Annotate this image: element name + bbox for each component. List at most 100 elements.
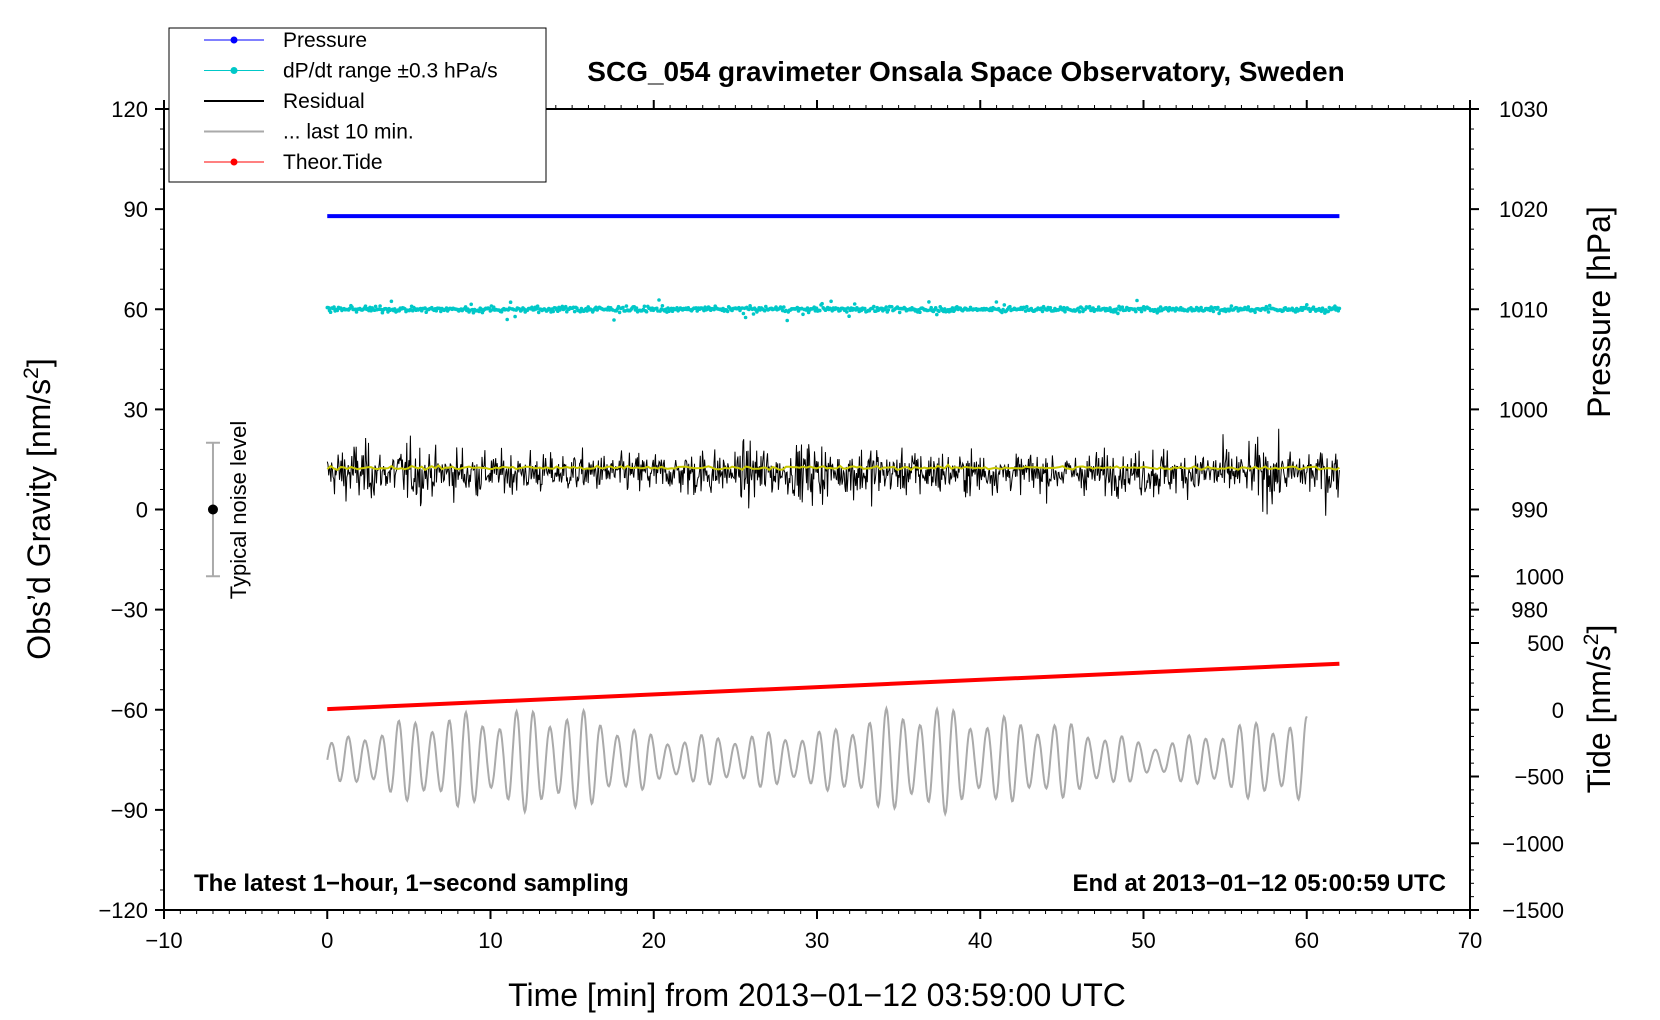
x-tick-label: 50: [1131, 928, 1155, 953]
dpdt-point: [530, 305, 534, 310]
y-axis-title-pressure: Pressure [hPa]: [1581, 206, 1617, 418]
dpdt-point: [937, 309, 941, 314]
dpdt-point: [563, 304, 568, 309]
dpdt-point: [942, 307, 947, 311]
dpdt-point: [617, 310, 622, 315]
annotation-end-time: End at 2013−01−12 05:00:59 UTC: [1072, 870, 1446, 897]
y-axis-title-gravity-main: Obs’d Gravity [nm/s: [21, 379, 57, 660]
dpdt-point: [1265, 306, 1270, 311]
residual-line: [326, 428, 1340, 516]
legend-label: Residual: [283, 90, 365, 113]
y-axis-title-tide-end: ]: [1581, 625, 1617, 634]
dpdt-point: [933, 306, 938, 310]
x-tick-label: 10: [478, 928, 502, 953]
dpdt-point: [505, 317, 510, 322]
dpdt-point: [1002, 303, 1007, 307]
noise-level-label: Typical noise level: [226, 421, 251, 600]
y-tick-label: −120: [98, 898, 148, 923]
dpdt-point: [644, 309, 649, 314]
y-axis-title-tide-main: Tide [nm/s: [1581, 645, 1617, 793]
dpdt-point: [424, 310, 429, 315]
tide-line: [327, 661, 1340, 712]
pressure-tick-label: 1000: [1499, 397, 1548, 422]
dpdt-point: [1217, 311, 1221, 316]
dpdt-point: [642, 304, 647, 309]
dpdt-point: [820, 301, 824, 306]
y-axis-title-gravity-end: ]: [21, 358, 57, 367]
dpdt-point: [1305, 303, 1309, 307]
dpdt-point: [535, 304, 540, 309]
dpdt-point: [1120, 305, 1125, 310]
dpdt-point: [1134, 309, 1138, 314]
dpdt-point: [469, 302, 474, 307]
dpdt-point: [354, 310, 359, 314]
dpdt-point: [657, 298, 661, 302]
dpdt-point: [1040, 309, 1045, 314]
dpdt-point: [634, 306, 639, 310]
dpdt-point: [1211, 309, 1216, 314]
dpdt-point: [801, 312, 805, 317]
dpdt-point: [741, 311, 746, 316]
y-tick-label: 120: [111, 97, 148, 122]
dpdt-point: [513, 314, 517, 319]
dpdt-point: [725, 309, 730, 314]
dpdt-point: [847, 314, 851, 319]
dpdt-points: [325, 298, 1342, 323]
dpdt-point: [477, 309, 481, 314]
dpdt-point: [1246, 305, 1251, 309]
dpdt-point: [751, 312, 756, 316]
legend: Pressure dP/dt range ±0.3 hPa/s Residual..…: [168, 27, 547, 183]
dpdt-point: [551, 309, 556, 314]
legend-swatch-dot: [230, 158, 238, 166]
noise-bar-dot: [207, 504, 218, 515]
dpdt-point: [612, 318, 616, 322]
dpdt-point: [935, 312, 939, 317]
dpdt-point: [378, 304, 382, 308]
dpdt-point: [1267, 303, 1272, 308]
dpdt-point: [1114, 307, 1119, 311]
dpdt-point: [392, 307, 397, 311]
dpdt-point: [1229, 304, 1234, 308]
tide-tick-label: −1000: [1502, 831, 1564, 856]
plot-frame: [163, 108, 1471, 911]
dpdt-point: [655, 306, 659, 311]
x-tick-label: 30: [805, 928, 829, 953]
dpdt-point: [743, 315, 748, 320]
y-axis-title-tide: Tide [nm/s2]: [1580, 625, 1617, 794]
dpdt-point: [491, 305, 496, 310]
x-tick-label: 20: [642, 928, 666, 953]
x-tick-label: 0: [321, 928, 333, 953]
dpdt-point: [1063, 309, 1067, 314]
pressure-tick-label: 1030: [1499, 97, 1548, 122]
pressure-tick-label: 1010: [1499, 297, 1548, 322]
x-axis-title: Time [min] from 2013−01−12 03:59:00 UTC: [508, 977, 1126, 1013]
dpdt-point: [818, 308, 822, 313]
dpdt-point: [508, 300, 513, 305]
y-axis-title-gravity-sup: 2: [20, 367, 43, 379]
dpdt-point: [828, 306, 832, 311]
dpdt-point: [1108, 306, 1112, 310]
dpdt-point: [332, 305, 336, 309]
x-tick-label: 70: [1458, 928, 1482, 953]
dpdt-point: [1000, 310, 1004, 315]
dpdt-point: [1139, 309, 1144, 314]
x-tick-label: −10: [145, 928, 182, 953]
dpdt-point: [536, 310, 541, 315]
dpdt-point: [621, 305, 625, 310]
dpdt-point: [1096, 305, 1101, 309]
dpdt-point: [363, 304, 368, 309]
series-layer: [325, 214, 1342, 817]
tide-tick-label: 500: [1527, 631, 1564, 656]
y-tick-label: −60: [111, 698, 148, 723]
legend-box: [168, 27, 547, 183]
last-10-min-line: [326, 705, 1308, 817]
y-tick-label: 0: [136, 498, 148, 523]
dpdt-point: [660, 304, 665, 308]
legend-swatch-dot: [230, 67, 238, 74]
dpdt-point: [380, 310, 385, 315]
pressure-tick-label: 980: [1511, 598, 1548, 623]
dpdt-point: [1216, 305, 1220, 310]
dpdt-point: [829, 299, 833, 304]
dpdt-point: [534, 307, 539, 311]
dpdt-point: [1008, 304, 1012, 309]
